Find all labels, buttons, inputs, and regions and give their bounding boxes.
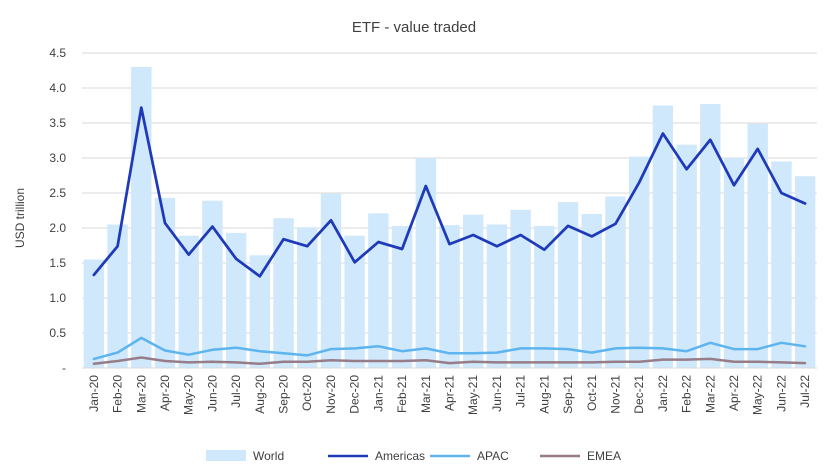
series-lines	[92, 106, 807, 366]
x-tick-label: Jul-20	[229, 375, 243, 408]
x-tick-label: Jan-22	[656, 375, 670, 412]
y-tick-label: 4.0	[49, 81, 66, 95]
legend-item-americas: Americas	[328, 449, 425, 463]
legend-swatch	[206, 450, 246, 461]
bar-world-jun-22	[771, 161, 792, 368]
y-tick-label: 3.5	[49, 116, 66, 130]
bar-world-oct-21	[581, 214, 602, 368]
x-tick-label: Mar-20	[134, 375, 148, 413]
y-tick-label: 0.5	[49, 326, 66, 340]
bar-world-apr-21	[439, 225, 460, 368]
x-tick-label: Apr-21	[443, 375, 457, 411]
x-tick-label: Jan-20	[87, 375, 101, 412]
x-tick-label: May-22	[751, 375, 765, 415]
bar-world-may-22	[747, 123, 768, 368]
line-apac	[92, 336, 807, 361]
bar-world-nov-20	[320, 193, 342, 368]
y-axis-title: USD trillion	[13, 188, 27, 248]
bar-world-jul-22	[794, 176, 816, 368]
bar-world-feb-22	[676, 144, 697, 368]
legend-item-emea: EMEA	[540, 449, 621, 463]
y-tick-label: -	[62, 361, 66, 375]
x-tick-labels: Jan-20 Feb-20 Mar-20 Apr-20 May-20 Jun-20 Jul-…	[87, 375, 812, 415]
x-tick-label: Oct-21	[585, 375, 599, 411]
bar-world-may-20	[178, 235, 199, 368]
bar-world-dec-21	[628, 156, 650, 368]
bar-world-jul-20	[225, 232, 247, 368]
x-tick-label: Nov-21	[608, 375, 622, 414]
y-tick-label: 4.5	[49, 46, 66, 60]
bar-world-nov-21	[605, 196, 626, 368]
chart-title: ETF - value traded	[352, 19, 476, 36]
legend-label: Americas	[375, 449, 425, 463]
bar-world-jun-20	[202, 200, 223, 368]
legend-item-world: World	[206, 449, 284, 463]
bar-world-may-21	[463, 214, 484, 368]
x-tick-label: Jan-21	[371, 375, 385, 412]
x-tick-label: Dec-20	[348, 375, 362, 414]
bar-world-sep-21	[557, 202, 579, 368]
bar-world-aug-21	[534, 225, 555, 368]
x-tick-label: May-21	[466, 375, 480, 415]
bar-world-mar-21	[415, 158, 436, 368]
y-tick-label: 2.5	[49, 186, 66, 200]
bar-world-jan-21	[368, 213, 389, 368]
x-tick-label: Feb-20	[111, 375, 125, 413]
legend: World Americas APAC EMEA	[206, 449, 621, 463]
x-tick-label: Oct-20	[300, 375, 314, 411]
y-tick-labels: - 0.5 1.0 1.5 2.0 2.5 3.0 3.5 4.0 4.5	[49, 46, 66, 375]
legend-item-apac: APAC	[430, 449, 509, 463]
x-tick-label: Feb-22	[680, 375, 694, 413]
bar-world-apr-20	[154, 197, 176, 368]
y-tick-label: 1.5	[49, 256, 66, 270]
x-tick-label: Aug-20	[253, 375, 267, 414]
legend-label: World	[253, 449, 284, 463]
x-tick-label: Jun-22	[774, 375, 788, 412]
bar-world-jul-21	[510, 209, 531, 368]
bar-world-apr-22	[723, 158, 745, 368]
bar-world-oct-20	[297, 227, 318, 368]
x-tick-label: Mar-22	[703, 375, 717, 413]
x-tick-label: Jul-22	[798, 375, 812, 408]
bars-world	[83, 67, 816, 368]
x-tick-label: Jun-20	[205, 375, 219, 412]
x-tick-label: Sep-20	[277, 375, 291, 414]
x-tick-label: Feb-21	[395, 375, 409, 413]
x-tick-label: Mar-21	[419, 375, 433, 413]
x-tick-label: May-20	[182, 375, 196, 415]
x-tick-label: Aug-21	[537, 375, 551, 414]
line-americas	[92, 106, 807, 278]
y-tick-label: 1.0	[49, 291, 66, 305]
bar-world-aug-20	[249, 255, 271, 368]
bar-world-jan-20	[83, 259, 105, 368]
x-tick-label: Sep-21	[561, 375, 575, 414]
legend-label: APAC	[477, 449, 509, 463]
bar-world-sep-20	[273, 218, 294, 368]
bar-world-feb-20	[107, 224, 128, 368]
legend-label: EMEA	[587, 449, 621, 463]
x-tick-label: Apr-20	[158, 375, 172, 411]
x-tick-label: Nov-20	[324, 375, 338, 414]
bar-world-feb-21	[391, 225, 413, 368]
x-tick-label: Apr-22	[727, 375, 741, 411]
x-tick-label: Dec-21	[632, 375, 646, 414]
bar-world-mar-22	[700, 104, 721, 368]
x-tick-label: Jul-21	[514, 375, 528, 408]
bar-world-jan-22	[652, 105, 674, 368]
bar-world-jun-21	[486, 224, 508, 368]
line-emea	[92, 356, 807, 366]
y-tick-label: 2.0	[49, 221, 66, 235]
x-tick-label: Jun-21	[490, 375, 504, 412]
bar-world-dec-20	[344, 235, 365, 368]
y-tick-label: 3.0	[49, 151, 66, 165]
